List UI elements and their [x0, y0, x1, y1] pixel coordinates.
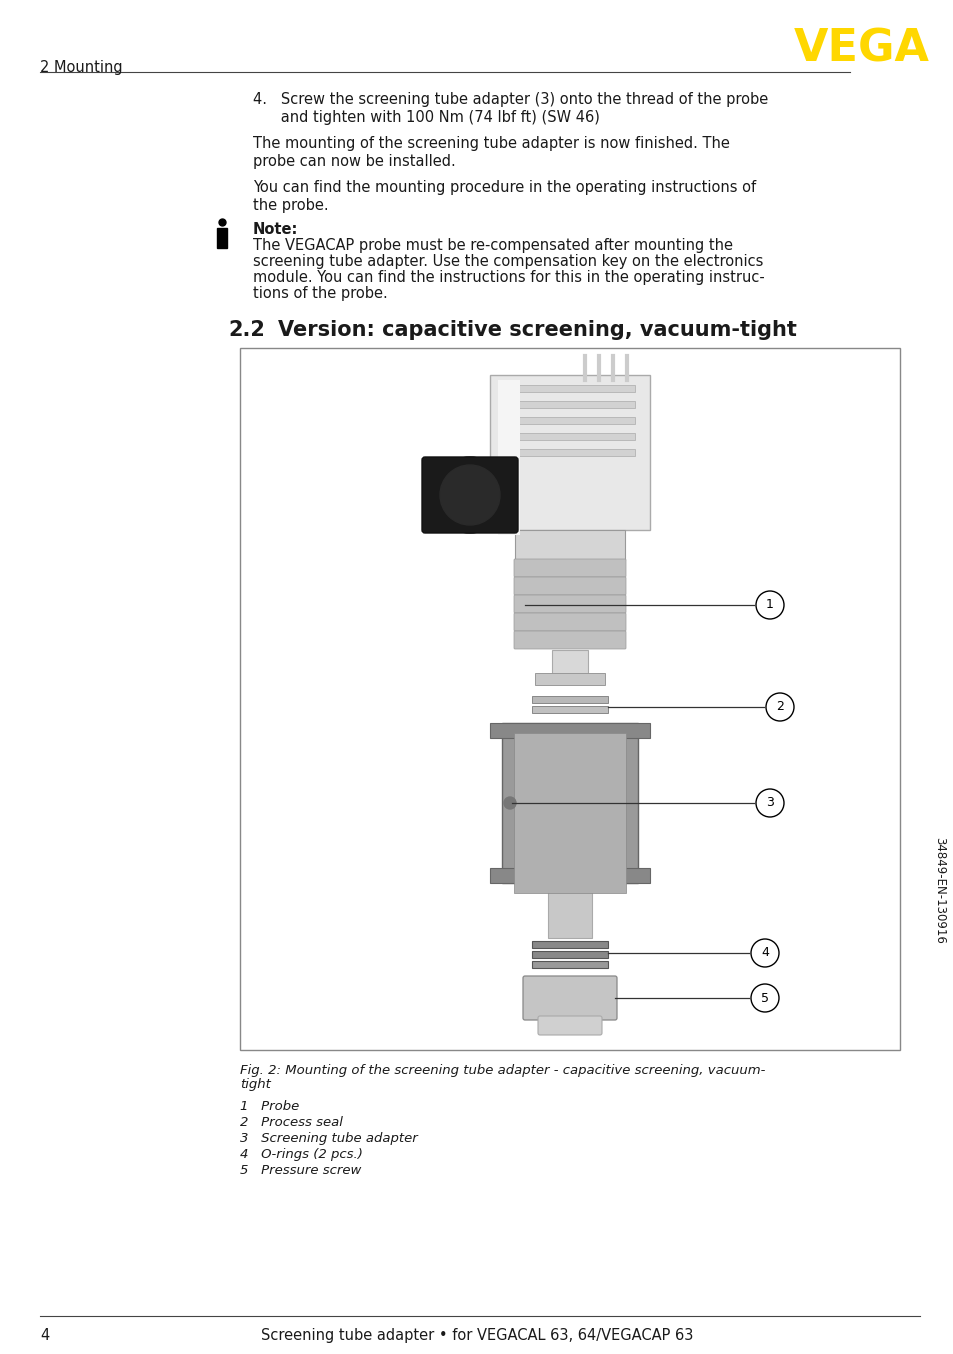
FancyBboxPatch shape: [537, 1016, 601, 1034]
Bar: [532, 941, 607, 948]
Bar: [552, 650, 587, 676]
Bar: [532, 705, 607, 714]
FancyBboxPatch shape: [514, 594, 625, 613]
Text: 2: 2: [775, 700, 783, 714]
Bar: [535, 673, 604, 685]
Circle shape: [765, 693, 793, 720]
Text: The mounting of the screening tube adapter is now finished. The: The mounting of the screening tube adapt…: [253, 135, 729, 152]
Bar: [504, 401, 635, 408]
Text: tight: tight: [240, 1078, 271, 1091]
Text: 4.   Screw the screening tube adapter (3) onto the thread of the probe: 4. Screw the screening tube adapter (3) …: [253, 92, 767, 107]
Bar: [504, 417, 635, 424]
Bar: [490, 375, 649, 529]
Text: 34849-EN-130916: 34849-EN-130916: [933, 837, 945, 944]
Bar: [216, 227, 227, 248]
Text: 5: 5: [760, 991, 768, 1005]
Text: module. You can find the instructions for this in the operating instruc-: module. You can find the instructions fo…: [253, 269, 764, 284]
Text: 1   Probe: 1 Probe: [240, 1099, 299, 1113]
Bar: [501, 723, 638, 883]
Text: VEGA: VEGA: [793, 28, 929, 70]
Bar: [504, 385, 635, 393]
Text: tions of the probe.: tions of the probe.: [253, 286, 387, 301]
Text: 4   O-rings (2 pcs.): 4 O-rings (2 pcs.): [240, 1148, 362, 1160]
Bar: [515, 529, 624, 561]
Text: probe can now be installed.: probe can now be installed.: [253, 154, 456, 169]
Text: the probe.: the probe.: [253, 198, 328, 213]
Bar: [240, 348, 899, 1049]
Circle shape: [439, 464, 499, 525]
Circle shape: [755, 789, 783, 816]
FancyBboxPatch shape: [514, 631, 625, 649]
Bar: [532, 951, 607, 959]
FancyBboxPatch shape: [514, 559, 625, 577]
Bar: [532, 696, 607, 703]
Bar: [490, 723, 649, 738]
Text: 2   Process seal: 2 Process seal: [240, 1116, 342, 1129]
Bar: [532, 961, 607, 968]
Bar: [514, 733, 625, 894]
Bar: [504, 433, 635, 440]
Circle shape: [432, 458, 507, 533]
Text: 3: 3: [765, 796, 773, 810]
Text: You can find the mounting procedure in the operating instructions of: You can find the mounting procedure in t…: [253, 180, 756, 195]
Text: 4: 4: [760, 946, 768, 960]
Text: 2 Mounting: 2 Mounting: [40, 60, 123, 74]
FancyBboxPatch shape: [514, 577, 625, 594]
Text: The VEGACAP probe must be re-compensated after mounting the: The VEGACAP probe must be re-compensated…: [253, 238, 732, 253]
Bar: [504, 450, 635, 456]
Text: Screening tube adapter • for VEGACAL 63, 64/VEGACAP 63: Screening tube adapter • for VEGACAL 63,…: [260, 1328, 693, 1343]
Circle shape: [750, 984, 779, 1011]
Circle shape: [750, 940, 779, 967]
FancyBboxPatch shape: [522, 976, 617, 1020]
Text: Version: capacitive screening, vacuum-tight: Version: capacitive screening, vacuum-ti…: [277, 320, 796, 340]
Text: Fig. 2: Mounting of the screening tube adapter - capacitive screening, vacuum-: Fig. 2: Mounting of the screening tube a…: [240, 1064, 764, 1076]
Bar: [490, 868, 649, 883]
Text: and tighten with 100 Nm (74 lbf ft) (SW 46): and tighten with 100 Nm (74 lbf ft) (SW …: [253, 110, 599, 125]
Bar: [547, 883, 592, 938]
Text: 3   Screening tube adapter: 3 Screening tube adapter: [240, 1132, 417, 1145]
Bar: [497, 380, 519, 535]
Circle shape: [755, 590, 783, 619]
Text: 5   Pressure screw: 5 Pressure screw: [240, 1164, 361, 1177]
FancyBboxPatch shape: [514, 613, 625, 631]
Text: 4: 4: [40, 1328, 50, 1343]
Text: Note:: Note:: [253, 222, 298, 237]
Text: 1: 1: [765, 598, 773, 612]
FancyBboxPatch shape: [421, 458, 517, 533]
Text: 2.2: 2.2: [228, 320, 265, 340]
Text: screening tube adapter. Use the compensation key on the electronics: screening tube adapter. Use the compensa…: [253, 255, 762, 269]
Circle shape: [503, 798, 516, 808]
